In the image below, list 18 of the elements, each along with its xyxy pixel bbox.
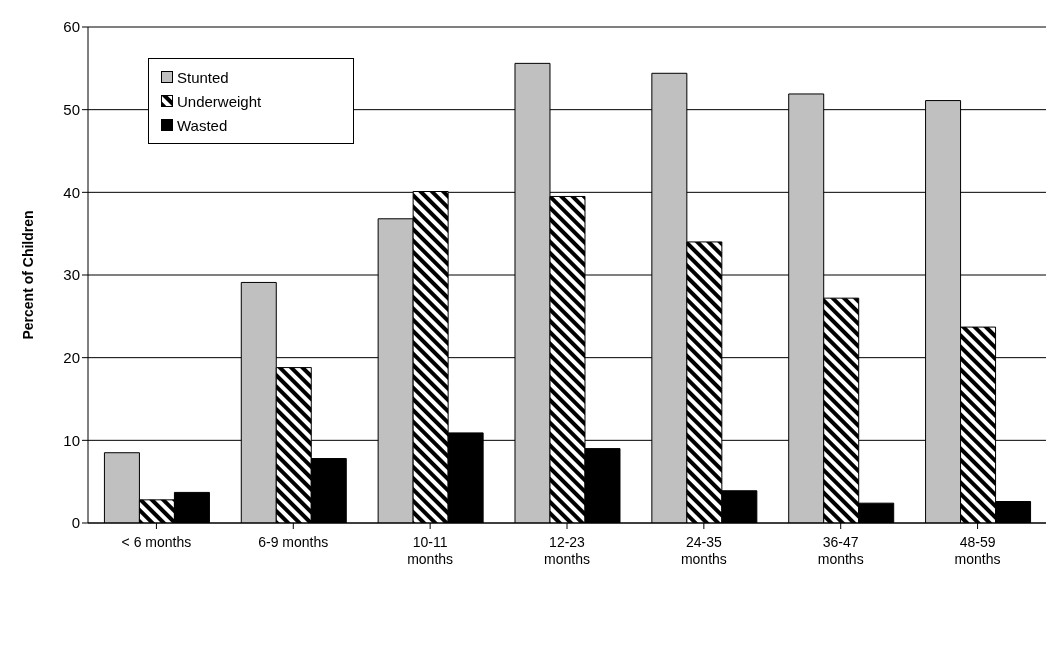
x-tick-label: 24-35 months: [680, 534, 727, 567]
x-tick-label: 12-23 months: [544, 534, 590, 567]
x-tick-label: 6-9 months: [258, 534, 329, 550]
legend-label: Wasted: [177, 116, 228, 134]
y-tick-label: 0: [71, 514, 80, 532]
legend-label: Underweight: [177, 92, 262, 110]
y-tick-label: 10: [63, 431, 80, 449]
x-tick-label: 10-11 months: [407, 534, 454, 567]
y-axis-title: Percent of Children: [19, 210, 36, 340]
y-tick-label: 50: [63, 100, 80, 118]
y-tick-label: 40: [63, 183, 80, 201]
legend-label: Stunted: [177, 68, 229, 86]
y-tick-label: 20: [63, 348, 80, 366]
x-tick-label: 36-47 months: [817, 534, 864, 567]
x-tick-label: < 6 months: [121, 534, 192, 550]
x-tick-label: 48-59 months: [954, 534, 1001, 567]
y-tick-label: 60: [63, 18, 80, 36]
y-tick-label: 30: [63, 266, 80, 284]
